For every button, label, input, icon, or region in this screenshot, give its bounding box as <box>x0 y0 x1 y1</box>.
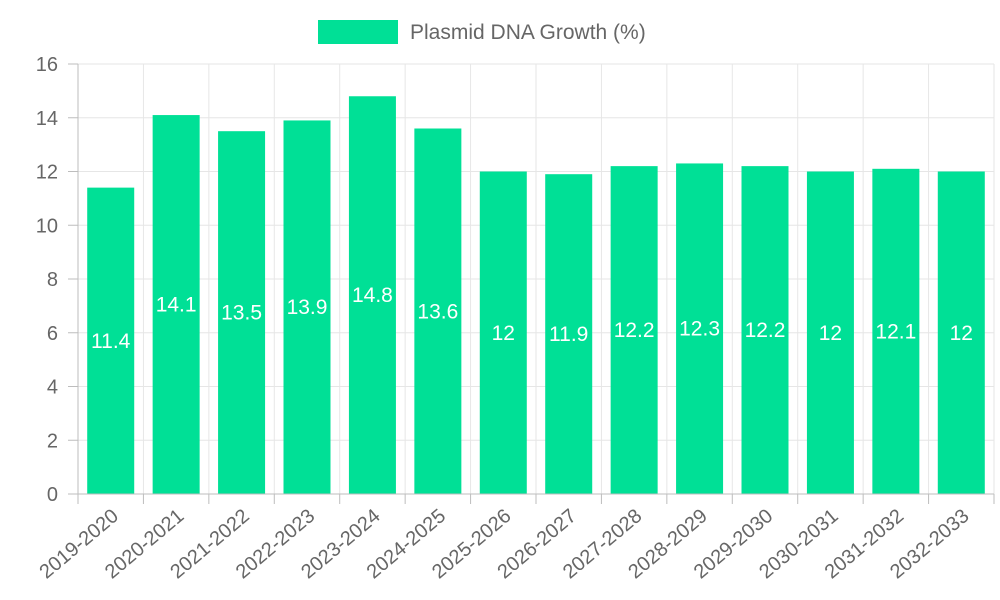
bar[interactable] <box>152 115 200 494</box>
data-label: 13.6 <box>417 300 458 323</box>
data-label: 12.3 <box>679 318 720 341</box>
bar[interactable] <box>872 168 920 494</box>
data-label: 13.9 <box>287 296 328 319</box>
data-label: 12.2 <box>745 319 786 342</box>
grid-lines <box>77 63 995 495</box>
bar[interactable] <box>348 96 396 494</box>
bar[interactable] <box>741 166 789 494</box>
y-tick-label: 2 <box>47 430 58 452</box>
bar[interactable] <box>610 166 658 494</box>
bar[interactable] <box>283 120 331 494</box>
bar[interactable] <box>806 171 854 495</box>
legend-swatch <box>318 20 398 44</box>
bar[interactable] <box>479 171 527 495</box>
y-tick-label: 14 <box>36 108 58 130</box>
legend-label: Plasmid DNA Growth (%) <box>410 21 646 44</box>
y-tick-label: 12 <box>36 162 58 184</box>
data-label: 13.5 <box>221 302 262 325</box>
data-label: 14.8 <box>352 284 393 307</box>
data-label: 11.9 <box>549 323 588 346</box>
bar[interactable] <box>87 187 135 494</box>
y-tick-label: 6 <box>47 323 58 345</box>
y-tick-label: 0 <box>47 484 58 506</box>
data-label: 12.2 <box>614 319 655 342</box>
bar[interactable] <box>937 171 985 495</box>
data-label: 14.1 <box>156 294 197 317</box>
bar[interactable] <box>545 174 593 494</box>
bar[interactable] <box>414 128 462 495</box>
data-label: 12 <box>819 322 842 345</box>
bars: 11.4 14.1 13.5 13.9 14.8 13.6 12 11.9 12.2 12.3 12… <box>87 96 985 494</box>
y-tick-label: 8 <box>47 269 58 291</box>
bar[interactable] <box>218 131 266 494</box>
y-tick-label: 16 <box>36 54 58 76</box>
y-tick-label: 4 <box>47 377 58 399</box>
data-label: 12 <box>492 322 515 345</box>
data-label: 12 <box>950 322 973 345</box>
data-label: 12.1 <box>875 320 916 343</box>
data-label: 11.4 <box>91 330 131 353</box>
legend[interactable]: Plasmid DNA Growth (%) <box>318 20 646 44</box>
y-tick-label: 10 <box>36 215 58 237</box>
bar[interactable] <box>676 163 724 494</box>
